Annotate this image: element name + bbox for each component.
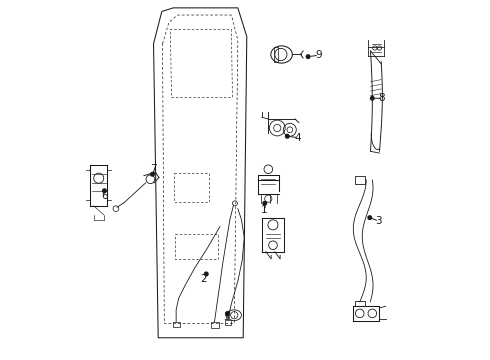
Text: 4: 4 [294,133,301,143]
Text: 1: 1 [261,206,268,216]
Text: 9: 9 [315,50,321,60]
Text: 2: 2 [200,274,207,284]
Text: 8: 8 [378,93,385,103]
Text: 7: 7 [150,164,157,174]
Circle shape [151,172,154,176]
Text: 3: 3 [375,216,381,226]
Circle shape [102,189,106,193]
Circle shape [370,96,374,100]
Text: 5: 5 [223,312,230,322]
Circle shape [306,55,310,58]
Circle shape [226,312,230,315]
Text: 6: 6 [101,191,107,201]
Circle shape [286,134,289,138]
Circle shape [263,202,267,205]
Circle shape [368,216,371,220]
Circle shape [204,272,208,276]
